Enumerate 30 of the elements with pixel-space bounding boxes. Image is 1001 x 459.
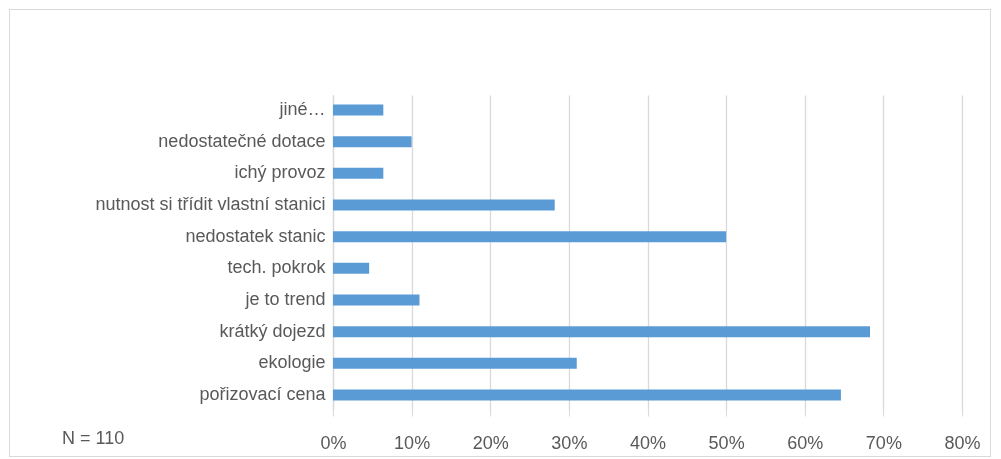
x-tick-label: 30% xyxy=(551,432,588,453)
x-tick-label: 70% xyxy=(865,432,902,453)
x-tick-label: 40% xyxy=(629,432,667,453)
y-tick-label: je to trend xyxy=(244,288,326,309)
x-tick-label: 60% xyxy=(787,432,824,453)
bar xyxy=(333,294,420,306)
text: N = 110 xyxy=(62,428,125,449)
bar xyxy=(333,199,555,211)
y-tick-label: tech. pokrok xyxy=(227,257,327,278)
x-tick-label: 20% xyxy=(472,432,509,453)
bar xyxy=(333,326,871,338)
bar xyxy=(333,231,727,243)
x-tick-label: 0% xyxy=(320,432,347,453)
bar xyxy=(333,262,370,274)
bar xyxy=(333,104,384,116)
bar xyxy=(333,357,577,369)
y-tick-label: ichý provoz xyxy=(234,162,326,183)
y-tick-label: krátký dojezd xyxy=(219,320,326,341)
bar xyxy=(333,136,412,148)
bar xyxy=(333,167,384,179)
y-tick-label: ekologie xyxy=(258,352,326,373)
bar xyxy=(333,389,841,401)
y-tick-label: jiné… xyxy=(278,99,326,120)
x-tick-label: 10% xyxy=(394,432,431,453)
x-tick-label: 50% xyxy=(708,432,745,453)
y-tick-label: nedostatečné dotace xyxy=(158,130,326,151)
x-tick-label: 80% xyxy=(944,432,981,453)
y-tick-label: nedostatek stanic xyxy=(185,225,326,246)
y-tick-label: nutnost si třídit vlastní stanici xyxy=(95,194,326,215)
y-tick-label: pořizovací cena xyxy=(199,383,327,404)
